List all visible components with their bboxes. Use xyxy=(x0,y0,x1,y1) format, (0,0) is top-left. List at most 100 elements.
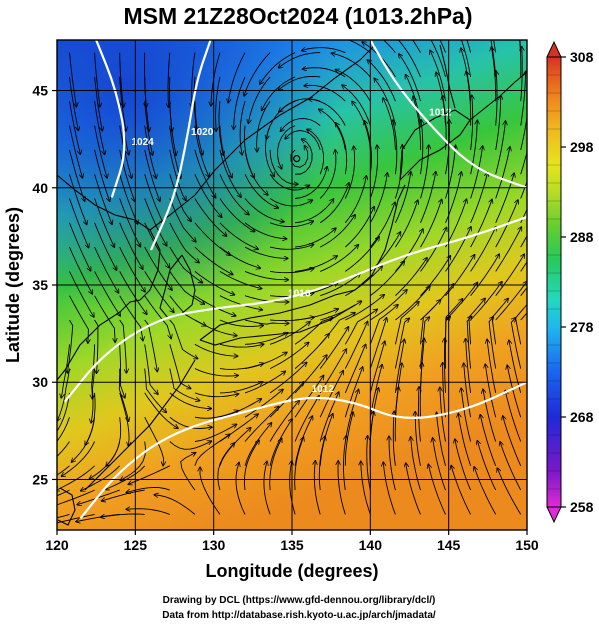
streamline xyxy=(393,120,398,175)
streamline xyxy=(433,438,446,491)
x-tick-label: 130 xyxy=(202,537,226,553)
streamline xyxy=(119,52,124,107)
streamline xyxy=(320,274,360,297)
streamline xyxy=(338,461,346,515)
streamline xyxy=(269,382,303,418)
streamline xyxy=(383,462,396,515)
streamline xyxy=(344,367,362,418)
streamline xyxy=(445,339,446,393)
streamline xyxy=(269,343,308,369)
isobar-line xyxy=(149,40,212,251)
streamline xyxy=(411,437,421,491)
streamline xyxy=(466,40,472,53)
streamline xyxy=(119,344,125,397)
streamline xyxy=(169,344,191,388)
streamline xyxy=(420,228,447,272)
streamline xyxy=(144,416,164,465)
streamline xyxy=(94,149,110,201)
streamline xyxy=(295,167,327,199)
streamline xyxy=(169,319,198,359)
streamline xyxy=(374,79,396,126)
coastline-asia xyxy=(57,174,161,381)
streamline xyxy=(520,72,526,126)
streamline xyxy=(507,366,522,418)
streamline xyxy=(244,319,289,324)
streamline xyxy=(415,412,421,466)
streamline xyxy=(395,200,417,248)
streamline xyxy=(194,149,216,198)
streamline xyxy=(500,442,522,491)
streamline xyxy=(119,319,127,373)
coastline-ryukyu xyxy=(84,359,196,491)
streamline xyxy=(69,198,89,248)
streamline xyxy=(194,411,238,419)
streamline xyxy=(194,343,237,356)
streamline xyxy=(445,283,478,321)
plot-area: 1012 1016 1020 1024 1012 xyxy=(57,40,527,530)
streamline xyxy=(466,72,472,126)
streamline xyxy=(69,246,93,294)
streamline xyxy=(383,40,396,53)
streamline xyxy=(69,101,81,154)
streamline xyxy=(497,468,522,515)
x-tick-label: 120 xyxy=(45,537,69,553)
streamline xyxy=(439,40,446,53)
isobar-line xyxy=(63,215,527,403)
streamline xyxy=(421,120,423,175)
streamline xyxy=(219,428,251,466)
streamline xyxy=(119,295,143,341)
streamline xyxy=(443,363,446,418)
streamline xyxy=(244,407,279,442)
streamline xyxy=(294,437,304,491)
streamline xyxy=(194,393,238,397)
streamline xyxy=(420,200,442,248)
streamline xyxy=(412,40,421,53)
streamline xyxy=(144,295,171,339)
streamline xyxy=(369,173,387,224)
streamline xyxy=(319,349,346,394)
streamline xyxy=(219,414,258,442)
streamline xyxy=(145,52,147,107)
streamline xyxy=(445,255,475,296)
x-tick-label: 135 xyxy=(280,537,304,553)
streamline xyxy=(352,102,371,150)
streamline xyxy=(319,371,343,418)
streamline xyxy=(295,139,313,175)
streamline xyxy=(269,322,310,345)
streamline xyxy=(496,71,497,126)
streamline xyxy=(445,146,456,199)
streamline xyxy=(471,96,473,150)
streamline xyxy=(319,150,336,199)
streamline xyxy=(458,414,472,466)
y-axis-ticks: 25 30 35 40 45 xyxy=(32,83,57,487)
streamline xyxy=(493,40,497,53)
streamline xyxy=(119,149,135,201)
streamline xyxy=(279,52,321,68)
coastline-japan-honshu xyxy=(199,184,406,341)
streamline xyxy=(345,266,382,297)
streamline xyxy=(219,399,261,418)
streamline xyxy=(319,313,355,345)
streamline xyxy=(294,396,319,442)
streamline xyxy=(169,271,204,304)
streamline xyxy=(413,97,421,150)
streamline xyxy=(262,76,296,110)
streamline xyxy=(219,198,255,232)
streamline xyxy=(69,174,87,224)
streamline xyxy=(369,145,377,199)
streamline xyxy=(491,299,508,345)
streamline xyxy=(519,40,522,53)
streamline xyxy=(520,97,527,150)
streamline xyxy=(106,417,122,466)
streamline xyxy=(57,513,70,519)
streamline xyxy=(219,319,263,326)
streamline xyxy=(144,392,178,428)
streamline xyxy=(243,441,259,491)
streamline xyxy=(395,258,427,297)
streamline xyxy=(495,254,525,296)
streamline xyxy=(169,441,211,450)
streamline xyxy=(445,199,467,248)
streamline xyxy=(319,109,346,150)
streamline xyxy=(314,461,321,515)
streamline xyxy=(119,271,147,314)
